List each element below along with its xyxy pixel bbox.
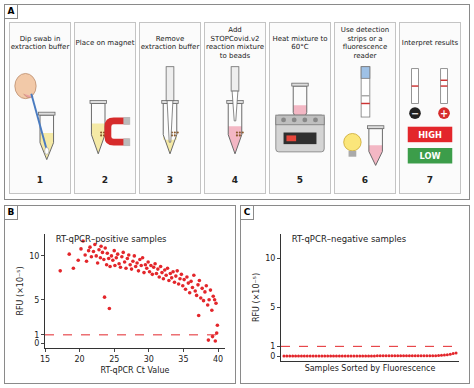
- html-text:6: 6: [361, 175, 369, 185]
- svg-text:−: −: [411, 108, 419, 119]
- html-text:Add STOPCovid.v2 reaction mixt: Add STOPCovid.v2 reaction mixture to bea…: [206, 26, 264, 60]
- html-text:4: 4: [231, 175, 239, 185]
- html-text:3: 3: [166, 175, 174, 185]
- svg-text:25: 25: [109, 355, 119, 364]
- svg-text:RT-qPCR Ct Value: RT-qPCR Ct Value: [101, 366, 170, 375]
- svg-text:LOW: LOW: [420, 151, 441, 161]
- html-text:2: 2: [101, 175, 109, 185]
- svg-text:5: 5: [270, 303, 275, 312]
- html-text:Dip swab in extraction buffer: Dip swab in extraction buffer: [10, 34, 70, 51]
- svg-text:10: 10: [265, 254, 275, 263]
- html-text:A: A: [7, 6, 15, 16]
- svg-text:35: 35: [178, 355, 188, 364]
- svg-text:HIGH: HIGH: [418, 130, 442, 140]
- svg-text:RFU (×10⁻⁵): RFU (×10⁻⁵): [252, 273, 261, 322]
- svg-text:0: 0: [34, 339, 39, 348]
- svg-text:40: 40: [213, 355, 223, 364]
- svg-text:RT-qPCR–positive samples: RT-qPCR–positive samples: [56, 234, 167, 244]
- html-text:1: 1: [36, 175, 44, 185]
- html-text:Heat mixture to 60°C: Heat mixture to 60°C: [272, 34, 328, 51]
- html-text:B: B: [7, 207, 15, 217]
- svg-text:+: +: [440, 108, 448, 119]
- svg-text:0: 0: [270, 352, 275, 361]
- html-text:Use detection strips or a fluo: Use detection strips or a fluorescence r…: [340, 26, 390, 60]
- html-text:Interpret results: Interpret results: [401, 38, 459, 47]
- html-text:5: 5: [296, 175, 304, 185]
- html-text:C: C: [243, 207, 251, 217]
- svg-text:Samples Sorted by Fluorescence: Samples Sorted by Fluorescence: [305, 364, 436, 373]
- html-text:7: 7: [426, 175, 434, 185]
- svg-text:20: 20: [75, 355, 85, 364]
- svg-text:15: 15: [40, 355, 50, 364]
- svg-text:1: 1: [270, 342, 275, 351]
- svg-text:RFU (×10⁻⁵): RFU (×10⁻⁵): [16, 266, 25, 315]
- svg-text:RT-qPCR–negative samples: RT-qPCR–negative samples: [292, 234, 407, 244]
- svg-text:30: 30: [144, 355, 154, 364]
- svg-text:5: 5: [34, 296, 39, 305]
- svg-text:1: 1: [34, 331, 39, 340]
- html-text:Remove extraction buffer: Remove extraction buffer: [140, 34, 200, 51]
- html-text:Place on magnet: Place on magnet: [75, 38, 135, 47]
- svg-text:10: 10: [29, 252, 39, 261]
